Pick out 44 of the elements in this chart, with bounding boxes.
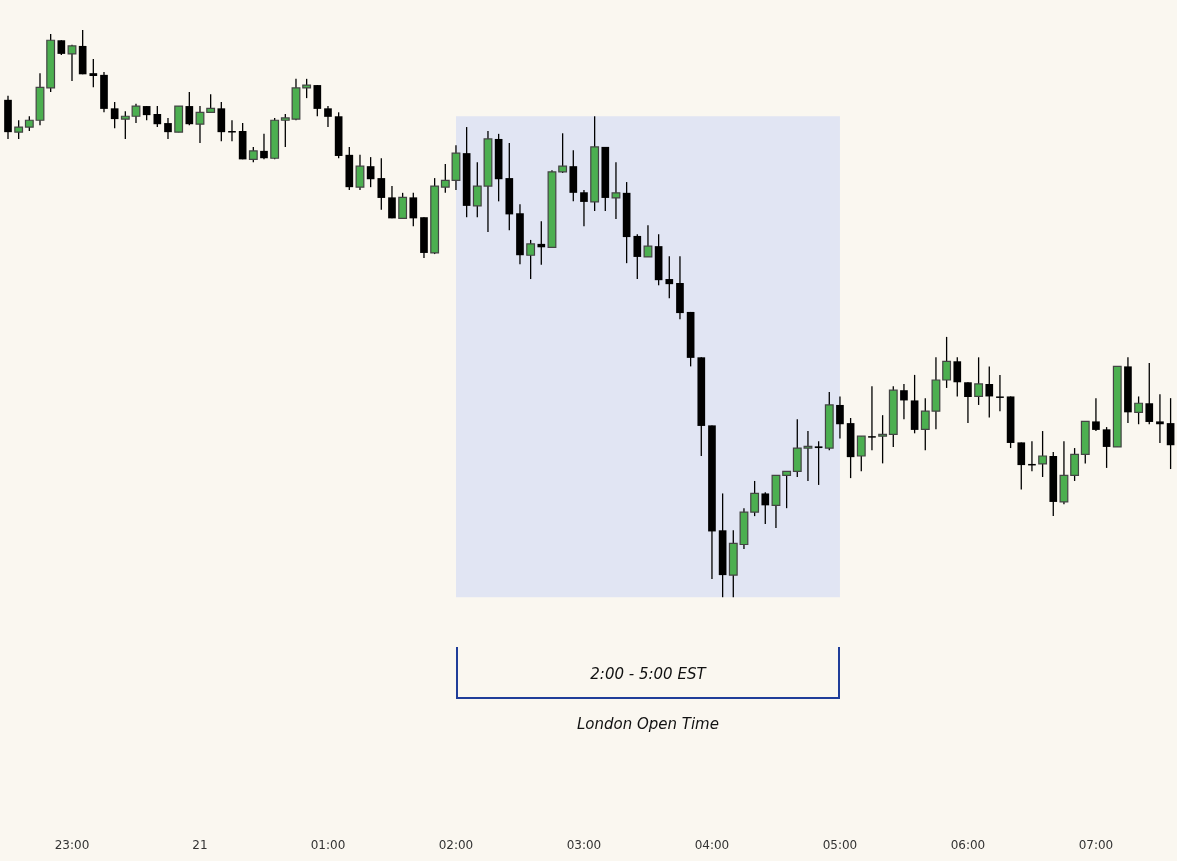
candlestick: [868, 385, 876, 451]
candlestick: [217, 101, 226, 142]
text: 2:00 - 5:00 EST: [590, 665, 706, 683]
candlestick: [1156, 393, 1164, 444]
x-tick-label: 23:00: [54, 837, 90, 852]
candlestick: [996, 374, 1004, 412]
candlestick: [153, 105, 162, 128]
candlestick: [89, 58, 98, 88]
candlestick: [366, 156, 375, 188]
candlestick: [580, 189, 588, 227]
candlestick: [633, 233, 642, 280]
candlestick: [1102, 426, 1111, 469]
x-tick-label: 01:00: [310, 837, 346, 852]
candlestick: [260, 133, 268, 161]
candlestick: [313, 84, 322, 117]
candlestick: [1092, 397, 1100, 432]
candlestick: [1017, 441, 1026, 491]
text: London Open Time: [576, 715, 719, 733]
candlestick: [836, 395, 844, 440]
x-tick-label: 02:00: [438, 837, 474, 852]
candlestick: [1145, 362, 1154, 425]
candlestick: [1166, 397, 1175, 470]
x-tick-label: 04:00: [694, 837, 730, 852]
candlestick: [665, 255, 674, 299]
candlestick: [964, 381, 972, 424]
x-tick-label: 03:00: [566, 837, 602, 852]
candlestick: [900, 383, 908, 420]
candlestick: [185, 91, 194, 126]
candlestick: [228, 119, 236, 142]
candlestick: [324, 105, 332, 128]
x-tick-label: 21: [192, 837, 208, 852]
candlestick: [953, 356, 962, 398]
candlestick: [110, 101, 119, 129]
candlestick: [537, 220, 546, 266]
candlestick: [761, 491, 770, 525]
candlestick: [409, 192, 418, 227]
x-tick-label: 05:00: [822, 837, 858, 852]
candlestick: [377, 157, 386, 211]
x-tick-label: 07:00: [1078, 837, 1114, 852]
candlestick: [814, 440, 823, 486]
candlestick: [985, 365, 994, 419]
candlestick: [388, 185, 396, 220]
x-tick-label: 06:00: [950, 837, 986, 852]
candlestick: [164, 117, 172, 140]
